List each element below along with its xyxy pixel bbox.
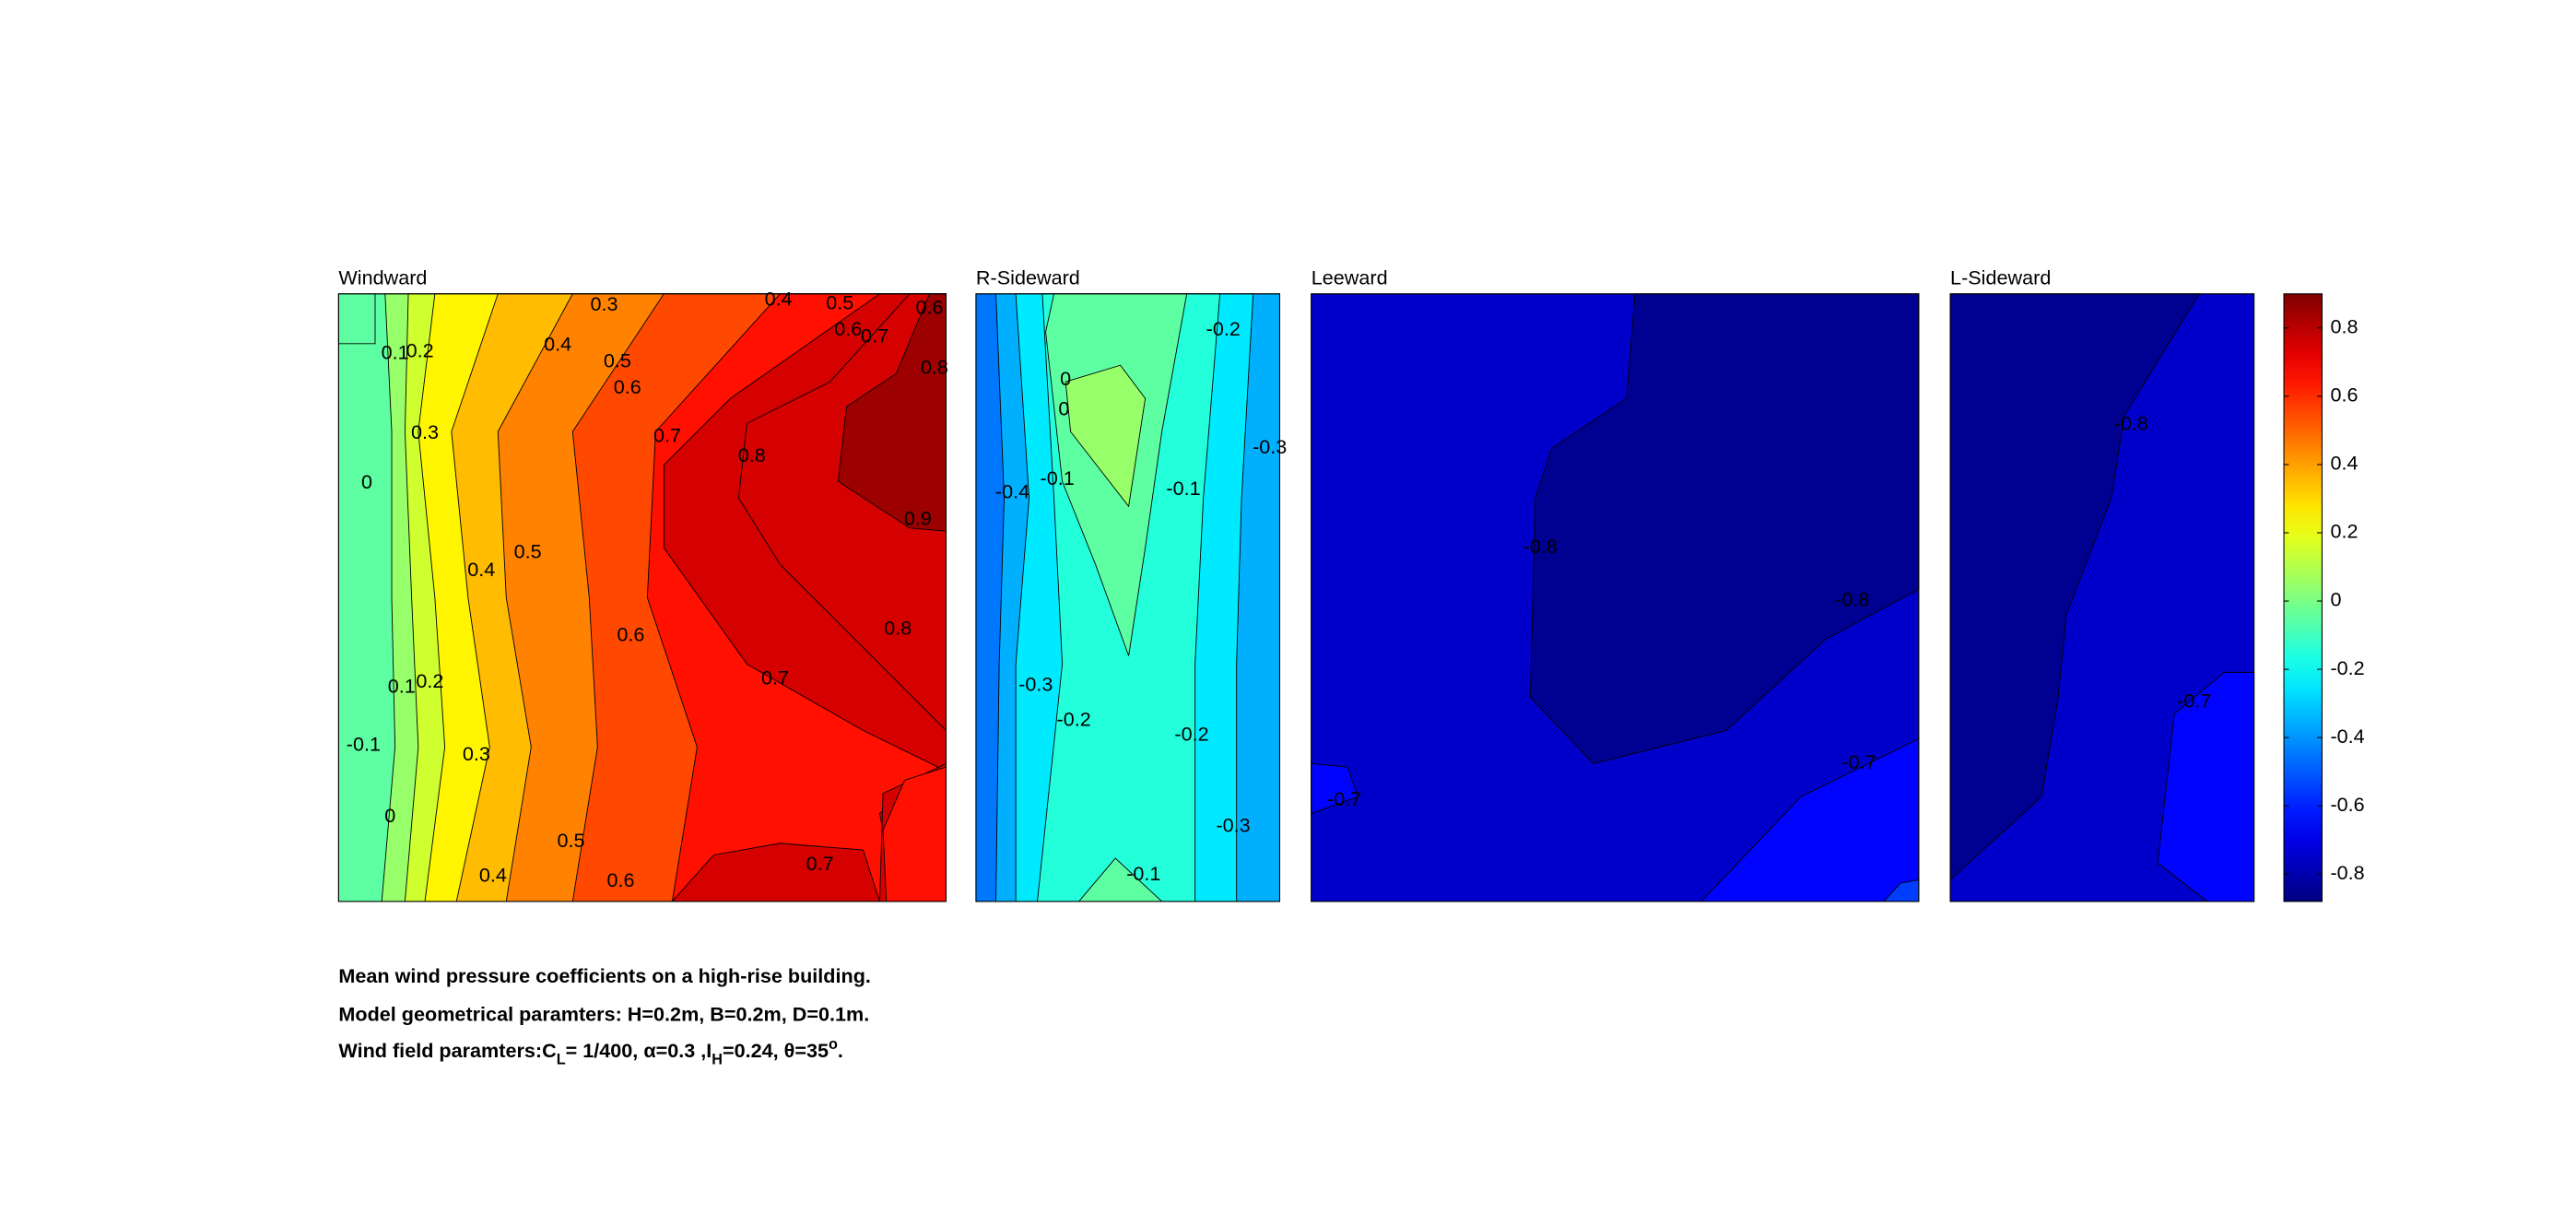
contour-label: 0.3 — [463, 742, 490, 765]
contour-label: 0 — [384, 804, 395, 827]
contour-label: 0 — [361, 470, 372, 493]
panel-frame — [337, 293, 947, 902]
contour-label: -0.2 — [1057, 707, 1091, 730]
panel-title: R-Sideward — [976, 265, 1080, 289]
contour-label: 0.5 — [826, 290, 853, 313]
contour-label: -0.2 — [1174, 723, 1208, 746]
caption-text: Model geometrical paramters: H=0.2m, B=0… — [338, 1003, 869, 1026]
colorbar-tick-label: 0.6 — [2330, 383, 2358, 407]
contour-label: 0.6 — [915, 296, 943, 319]
caption-text: . — [838, 1039, 843, 1062]
contour-label: 0 — [1060, 367, 1071, 390]
contour-label: 0.4 — [479, 864, 507, 887]
contour-label: 0.4 — [765, 288, 793, 311]
panel-frame — [975, 293, 1281, 902]
contour-label: 0.7 — [761, 666, 789, 689]
contour-label: 0.5 — [514, 539, 542, 562]
contour-label: -0.1 — [347, 732, 381, 755]
contour-label: 0.6 — [834, 317, 862, 340]
contour-label: -0.7 — [2177, 690, 2211, 713]
contour-label: -0.3 — [1253, 435, 1287, 458]
contour-label: 0.6 — [607, 868, 635, 891]
contour-label: -0.4 — [995, 480, 1029, 503]
contour-label: 0.5 — [604, 348, 631, 371]
contour-label: 0.2 — [406, 339, 434, 362]
contour-label: -0.7 — [1327, 787, 1361, 810]
superscript: o — [829, 1036, 838, 1053]
contour-label: 0.1 — [388, 674, 416, 697]
caption-line: Model geometrical paramters: H=0.2m, B=0… — [338, 1003, 869, 1026]
contour-label: -0.1 — [1041, 466, 1075, 489]
contour-label: -0.8 — [2114, 412, 2148, 435]
contour-label: 0.7 — [653, 423, 681, 446]
colorbar-tick-label: 0.2 — [2330, 520, 2358, 543]
panel-title: L-Sideward — [1950, 265, 2051, 289]
colorbar-tick-label: 0.4 — [2330, 452, 2358, 475]
contour-label: 0.5 — [557, 829, 584, 852]
contour-label: -0.2 — [1206, 317, 1241, 340]
colorbar-tick-label: 0 — [2330, 588, 2341, 611]
caption-line: Mean wind pressure coefficients on a hig… — [338, 964, 871, 987]
contour-label: -0.8 — [1523, 535, 1558, 558]
panel-frame — [1311, 293, 1920, 902]
contour-region — [1065, 364, 1147, 508]
contour-label: 0.4 — [467, 558, 495, 581]
contour-label: -0.3 — [1018, 672, 1053, 695]
contour-label: 0.2 — [416, 669, 443, 692]
contour-label: 0.6 — [617, 622, 644, 645]
subscript: L — [557, 1051, 566, 1067]
contour-label: -0.3 — [1216, 814, 1250, 837]
contour-label: 0.8 — [738, 443, 766, 466]
contour-label: 0.7 — [806, 852, 834, 875]
contour-label: 0.8 — [921, 356, 948, 379]
contour-label: 0 — [1058, 397, 1069, 420]
colorbar-tick-label: -0.8 — [2330, 861, 2364, 884]
panel-title: Windward — [338, 265, 427, 289]
contour-label: 0.8 — [884, 616, 912, 639]
contour-label: -0.1 — [1166, 477, 1200, 500]
contour-label: -0.1 — [1126, 862, 1160, 885]
contour-label: 0.3 — [411, 420, 439, 443]
contour-label: -0.8 — [1835, 588, 1869, 611]
contour-label: 0.4 — [544, 332, 571, 355]
caption-line: Wind field paramters:CL= 1/400, α=0.3 ,I… — [338, 1036, 843, 1067]
caption-text: Wind field paramters:C — [338, 1039, 557, 1062]
caption-text: = 1/400, α=0.3 ,I — [566, 1039, 712, 1062]
panel-frame — [1949, 293, 2255, 902]
colorbar — [2283, 293, 2323, 902]
colorbar-tick-label: -0.4 — [2330, 725, 2364, 748]
contour-region — [1949, 293, 2201, 881]
contour-label: 0.1 — [382, 340, 409, 363]
subscript: H — [712, 1051, 723, 1067]
panel-title: Leeward — [1312, 265, 1388, 289]
colorbar-tick-label: 0.8 — [2330, 315, 2358, 338]
contour-label: 0.3 — [591, 292, 618, 315]
colorbar-tick-label: -0.6 — [2330, 793, 2364, 816]
contour-label: 0.6 — [614, 375, 641, 398]
contour-region — [337, 293, 376, 345]
colorbar-tick-label: -0.2 — [2330, 656, 2364, 679]
caption-text: Mean wind pressure coefficients on a hig… — [338, 964, 871, 987]
caption-text: =0.24, θ=35 — [723, 1039, 829, 1062]
contour-label: 0.9 — [904, 506, 932, 529]
contour-label: 0.7 — [861, 324, 888, 347]
contour-label: -0.7 — [1841, 750, 1876, 773]
